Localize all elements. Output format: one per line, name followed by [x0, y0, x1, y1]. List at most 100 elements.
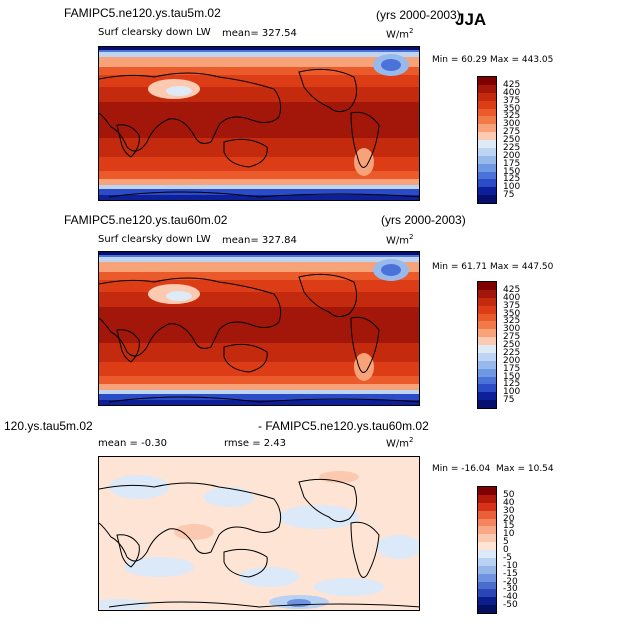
panel1-years: (yrs 2000-2003) [376, 8, 461, 22]
colorbar-tick-label: -15 [503, 568, 518, 579]
colorbar-tick-label: -5 [503, 552, 512, 563]
colorbar-tick-label: 325 [503, 111, 521, 122]
colorbar-swatch [478, 92, 496, 101]
colorbar-swatch [478, 77, 496, 85]
colorbar-swatch [478, 360, 496, 369]
colorbar-swatch [478, 305, 496, 314]
colorbar-tick-label: 175 [503, 363, 521, 374]
colorbar-swatch [478, 282, 496, 290]
colorbar-tick-label: 325 [503, 316, 521, 327]
colorbar-swatch [478, 605, 496, 613]
colorbar-tick-label: 20 [503, 513, 515, 524]
colorbar-swatch [478, 502, 496, 511]
colorbar-tick-label: 300 [503, 119, 521, 130]
colorbar-swatch [478, 581, 496, 590]
panel1-map-field [99, 47, 419, 200]
colorbar-tick-label: 225 [503, 142, 521, 153]
colorbar-swatch [478, 368, 496, 377]
colorbar-swatch [478, 565, 496, 574]
colorbar-tick-label: -40 [503, 592, 518, 603]
panel3-colorbar [477, 486, 497, 614]
colorbar-tick-label: 425 [503, 284, 521, 295]
panel1-mean: mean= 327.54 [222, 28, 297, 39]
panel3-max: Max = 10.54 [496, 464, 554, 474]
colorbar-tick-label: -10 [503, 560, 518, 571]
colorbar-swatch [478, 329, 496, 338]
colorbar-swatch [478, 171, 496, 180]
colorbar-swatch [478, 510, 496, 519]
colorbar-swatch [478, 321, 496, 330]
colorbar-tick-label: 125 [503, 174, 521, 185]
colorbar-swatch [478, 313, 496, 322]
colorbar-swatch [478, 494, 496, 503]
panel3-map [98, 456, 420, 611]
panel1-title: FAMIPC5.ne120.ys.tau5m.02 [64, 6, 221, 20]
colorbar-swatch [478, 597, 496, 606]
panel1-variable: Surf clearsky down LW [98, 27, 211, 38]
panel3-title-right: - FAMIPC5.ne120.ys.tau60m.02 [258, 419, 429, 433]
colorbar-swatch [478, 179, 496, 188]
colorbar-tick-label: 75 [503, 190, 515, 201]
panel3-mean: mean = -0.30 [98, 438, 167, 449]
colorbar-swatch [478, 116, 496, 125]
colorbar-tick-label: 75 [503, 395, 515, 406]
panel1-min: Min = 60.29 [432, 55, 487, 65]
colorbar-swatch [478, 345, 496, 353]
colorbar-swatch [478, 384, 496, 393]
colorbar-swatch [478, 289, 496, 298]
panel2-min: Min = 61.71 [432, 262, 487, 272]
colorbar-swatch [478, 589, 496, 598]
colorbar-tick-label: 10 [503, 529, 515, 540]
panel2-mean: mean= 327.84 [222, 235, 297, 246]
colorbar-swatch [478, 147, 496, 156]
colorbar-tick-label: 150 [503, 371, 521, 382]
panel2-title: FAMIPC5.ne120.ys.tau60m.02 [64, 213, 228, 227]
colorbar-swatch [478, 124, 496, 133]
colorbar-swatch [478, 100, 496, 109]
colorbar-swatch [478, 297, 496, 306]
panel3-title-left: 120.ys.tau5m.02 [4, 419, 93, 433]
panel1-max: Max = 443.05 [490, 55, 554, 65]
panel3-rmse: rmse = 2.43 [224, 438, 287, 449]
panel2-units: W/m2 [386, 233, 414, 247]
colorbar-tick-label: 100 [503, 182, 521, 193]
colorbar-tick-label: 5 [503, 537, 509, 548]
colorbar-swatch [478, 132, 496, 140]
panel2-map [98, 251, 420, 406]
colorbar-swatch [478, 352, 496, 361]
panel1-units: W/m2 [386, 27, 414, 41]
panel1-map [98, 46, 420, 201]
colorbar-tick-label: 400 [503, 292, 521, 303]
colorbar-tick-label: -20 [503, 576, 518, 587]
panel3-min: Min = -16.04 [432, 464, 491, 474]
colorbar-tick-label: 40 [503, 497, 515, 508]
panel2-years: (yrs 2000-2003) [381, 213, 466, 227]
colorbar-tick-label: 0 [503, 545, 509, 555]
panel3-map-field [99, 457, 419, 610]
colorbar-swatch [478, 557, 496, 566]
colorbar-tick-label: 100 [503, 387, 521, 398]
panel2-max: Max = 447.50 [490, 262, 554, 272]
panel2-colorbar [477, 281, 497, 409]
season-label: JJA [455, 10, 487, 29]
colorbar-tick-label: 175 [503, 158, 521, 169]
colorbar-swatch [478, 187, 496, 196]
colorbar-swatch [478, 140, 496, 148]
panel3-units: W/m2 [386, 436, 414, 450]
colorbar-swatch [478, 163, 496, 172]
colorbar-swatch [478, 84, 496, 93]
panel2-variable: Surf clearsky down LW [98, 234, 211, 245]
colorbar-swatch [478, 534, 496, 543]
panel1-colorbar [477, 76, 497, 204]
colorbar-tick-label: -50 [503, 600, 518, 611]
colorbar-swatch [478, 518, 496, 527]
colorbar-tick-label: 30 [503, 505, 515, 516]
colorbar-tick-label: -30 [503, 584, 518, 595]
colorbar-swatch [478, 337, 496, 345]
colorbar-swatch [478, 108, 496, 117]
colorbar-tick-label: 375 [503, 300, 521, 311]
colorbar-tick-label: 375 [503, 95, 521, 106]
colorbar-swatch [478, 542, 496, 550]
colorbar-tick-label: 400 [503, 87, 521, 98]
colorbar-tick-label: 250 [503, 135, 521, 145]
